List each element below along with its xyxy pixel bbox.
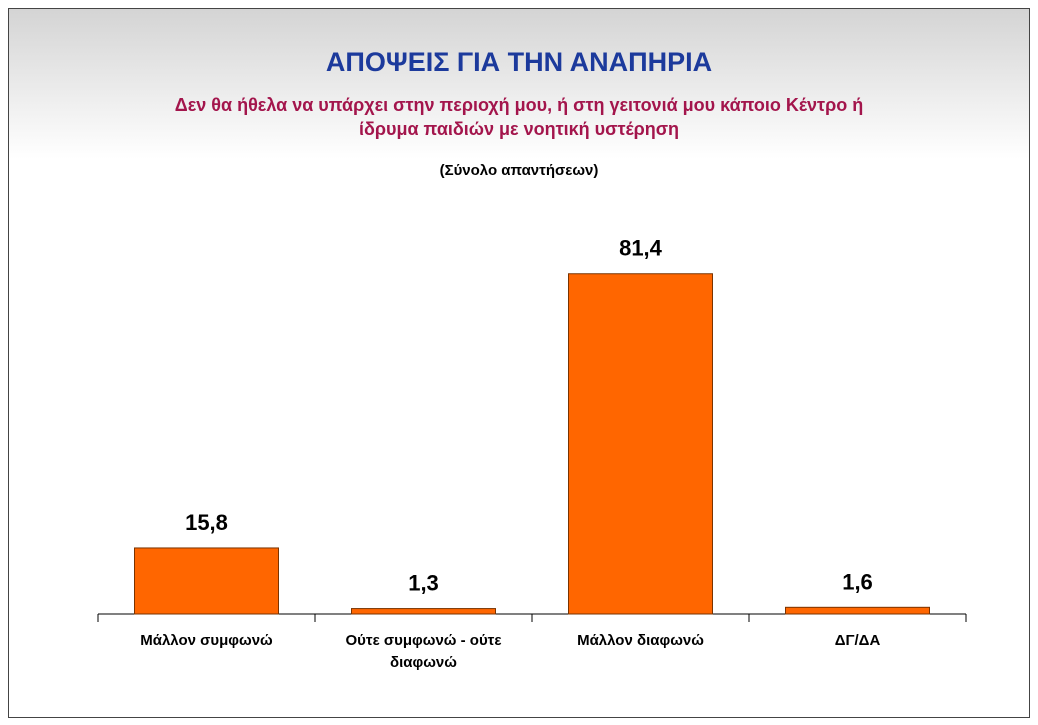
- plot: 15,8 1,3 81,4 1,6: [97, 236, 967, 622]
- chart: ΑΠΟΨΕΙΣ ΓΙΑ ΤΗΝ ΑΝΑΠΗΡΙΑ Δεν θα ήθελα να…: [8, 8, 1030, 718]
- x-tick-label: Μάλλον διαφωνώ: [577, 632, 704, 649]
- data-label: 15,8: [185, 510, 228, 535]
- x-tick-label: ΔΓ/ΔΑ: [834, 632, 881, 649]
- x-tick-label: Μάλλον συμφωνώ: [140, 632, 273, 649]
- bar: [134, 547, 279, 615]
- bar: [351, 608, 496, 615]
- bar: [568, 273, 713, 615]
- data-label: 1,3: [408, 571, 439, 596]
- chart-title: ΑΠΟΨΕΙΣ ΓΙΑ ΤΗΝ ΑΝΑΠΗΡΙΑ: [325, 47, 713, 77]
- bar: [785, 606, 930, 615]
- chart-note: (Σύνολο απαντήσεων): [439, 162, 599, 179]
- x-tick-label: Ούτε συμφωνώ - ούτε διαφωνώ: [345, 632, 502, 671]
- data-label: 81,4: [619, 236, 663, 261]
- data-label: 1,6: [842, 569, 873, 594]
- chart-subtitle: Δεν θα ήθελα να υπάρχει στην περιοχή μου…: [174, 95, 864, 139]
